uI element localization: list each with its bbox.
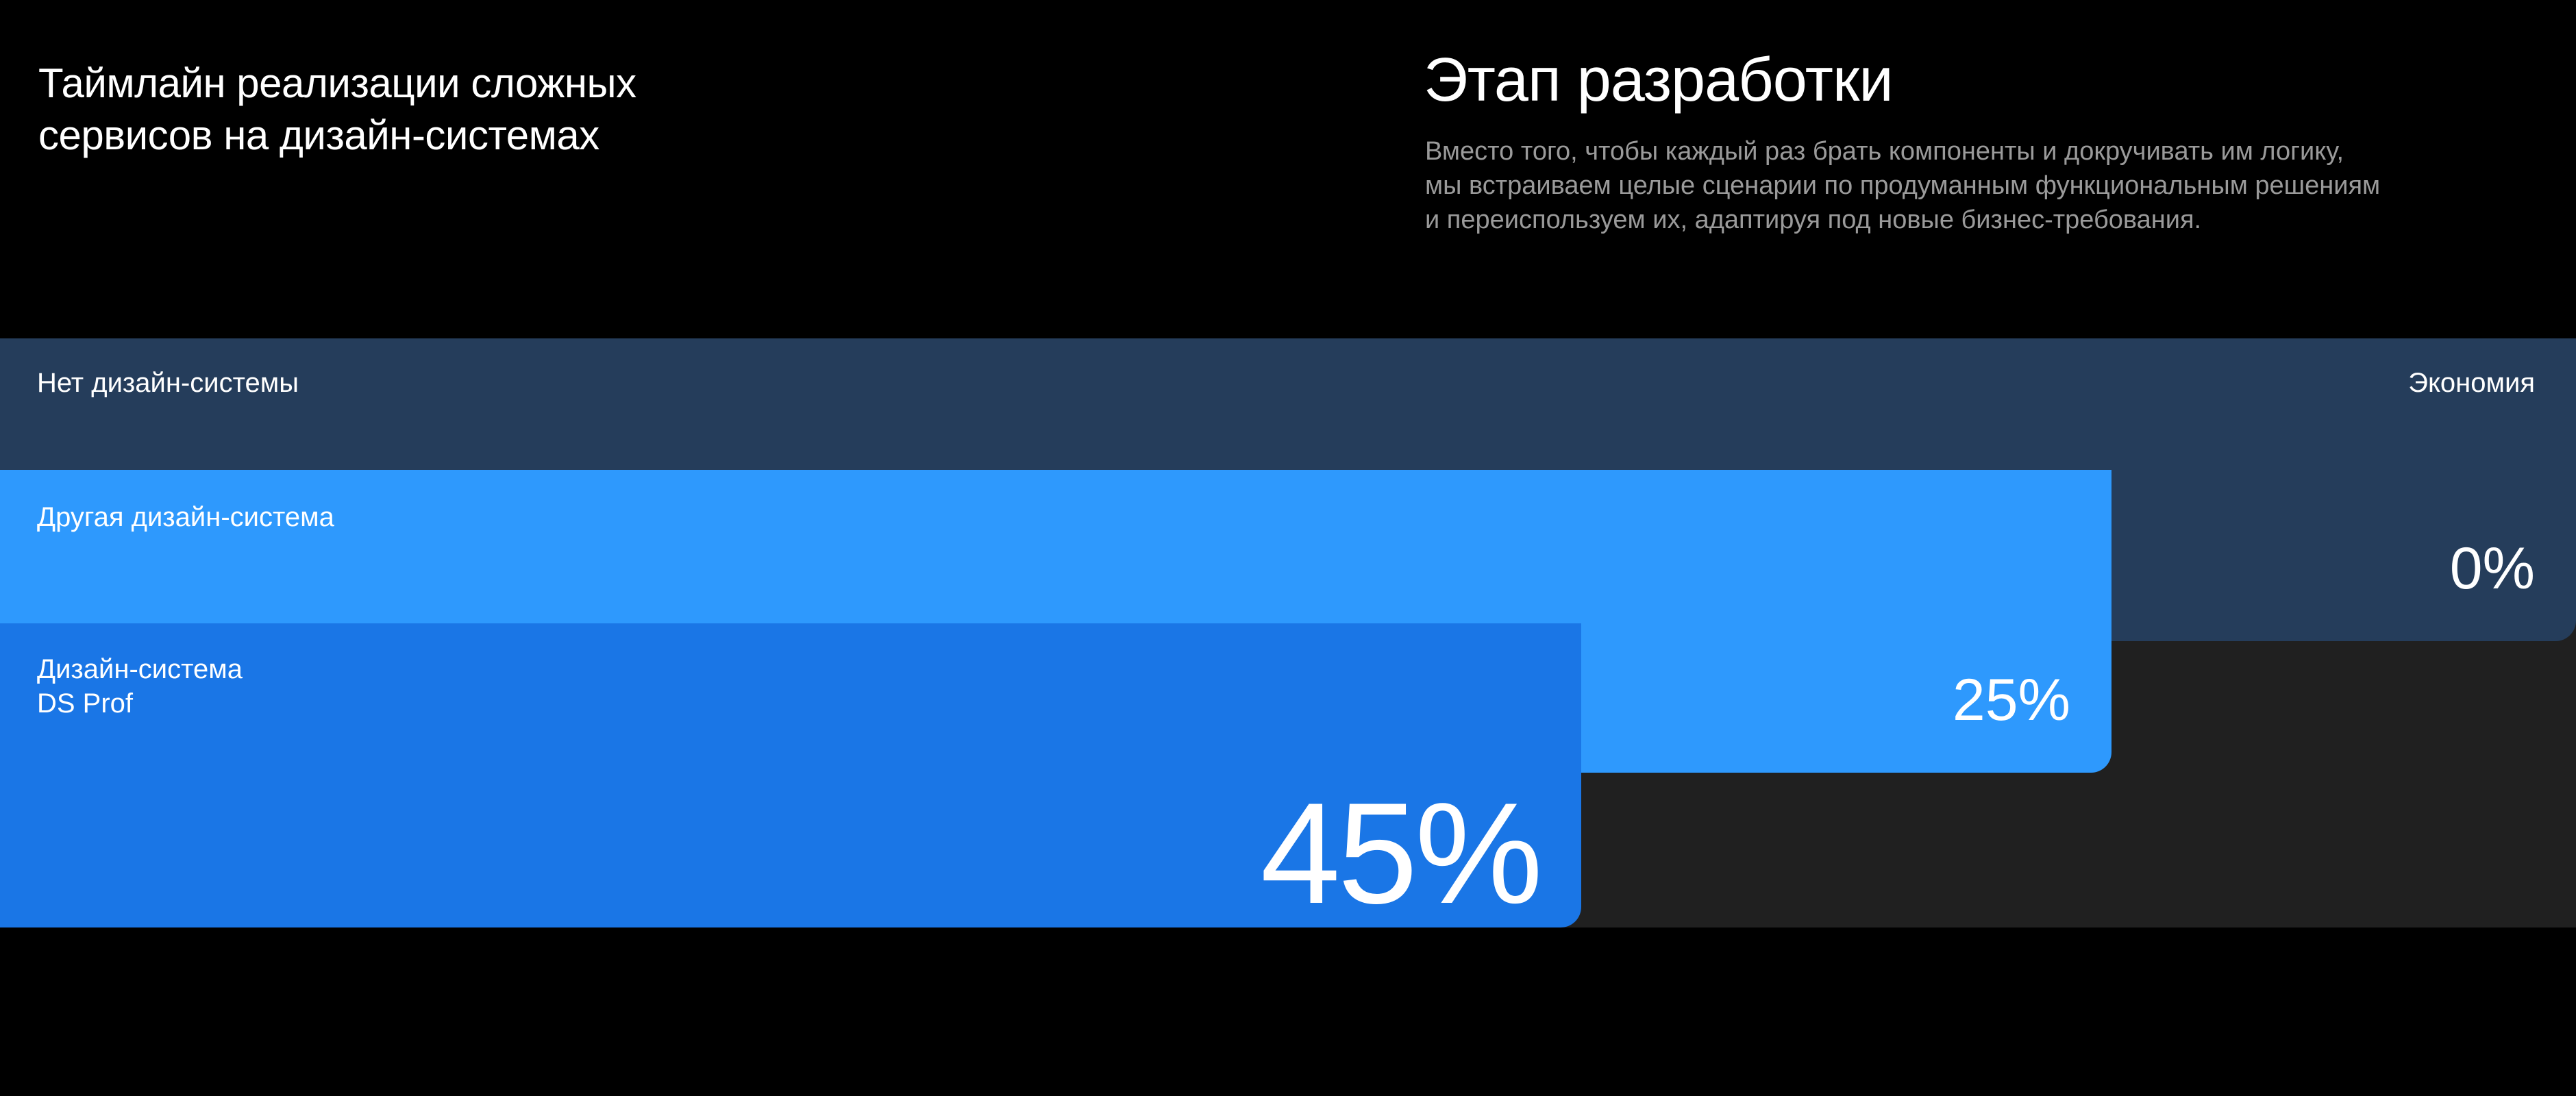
stage-description: Вместо того, чтобы каждый раз брать комп… bbox=[1425, 134, 2494, 237]
stage-description-line-2: мы встраиваем целые сценарии по продуман… bbox=[1425, 171, 2381, 200]
bar-label-ds-prof-line-2: DS Prof bbox=[37, 688, 134, 719]
page-title-line-2: сервисов на дизайн-системах bbox=[38, 112, 599, 158]
page-title: Таймлайн реализации сложных сервисов на … bbox=[38, 58, 929, 162]
bar-label-no-design-system: Нет дизайн-системы bbox=[37, 368, 299, 398]
bar-value-ds-prof: 45% bbox=[1260, 773, 1543, 934]
bar-ds-prof: Дизайн-система DS Prof 45% bbox=[0, 623, 1581, 934]
page-title-line-1: Таймлайн реализации сложных bbox=[38, 60, 636, 106]
economy-header: Экономия bbox=[2408, 368, 2535, 398]
stage-title: Этап разработки bbox=[1424, 46, 1894, 114]
bar-label-other-design-system: Другая дизайн-система bbox=[37, 502, 334, 532]
stage-description-line-1: Вместо того, чтобы каждый раз брать комп… bbox=[1425, 137, 2344, 166]
stage-description-line-3: и переиспользуем их, адаптируя под новые… bbox=[1425, 206, 2202, 234]
bar-label-ds-prof-line-1: Дизайн-система bbox=[37, 654, 243, 684]
bar-value-no-design-system: 0% bbox=[2449, 536, 2535, 601]
bar-value-other-design-system: 25% bbox=[1952, 667, 2070, 733]
bar-label-ds-prof: Дизайн-система DS Prof bbox=[37, 652, 243, 721]
